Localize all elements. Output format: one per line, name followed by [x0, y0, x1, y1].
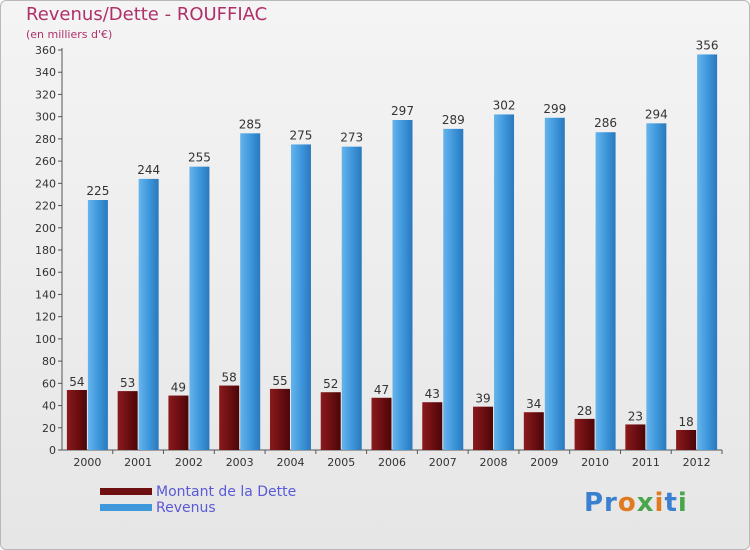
- data-label-revenus: 285: [239, 117, 262, 131]
- bar-dette: [574, 418, 595, 450]
- legend-label-dette: Montant de la Dette: [156, 484, 297, 500]
- y-tick-label: 280: [35, 133, 56, 146]
- y-tick-label: 80: [42, 355, 56, 368]
- bar-revenus: [392, 120, 413, 450]
- x-tick-label: 2004: [276, 456, 304, 469]
- x-tick-label: 2003: [226, 456, 254, 469]
- data-label-revenus: 244: [137, 163, 160, 177]
- x-tick-label: 2008: [480, 456, 508, 469]
- data-label-dette: 28: [577, 404, 592, 418]
- bar-revenus: [87, 200, 108, 450]
- y-tick-label: 180: [35, 244, 56, 257]
- data-label-dette: 55: [272, 374, 287, 388]
- data-label-dette: 23: [628, 409, 643, 423]
- data-label-dette: 43: [425, 387, 440, 401]
- x-tick-label: 2002: [175, 456, 203, 469]
- y-tick-label: 0: [49, 444, 56, 457]
- y-tick-label: 100: [35, 333, 56, 346]
- bar-dette: [219, 385, 240, 450]
- bar-revenus: [341, 146, 362, 450]
- bar-revenus: [189, 166, 210, 450]
- x-tick-label: 2005: [327, 456, 355, 469]
- bar-dette: [473, 406, 494, 450]
- data-label-dette: 18: [678, 415, 693, 429]
- data-label-dette: 49: [171, 381, 186, 395]
- x-tick-label: 2012: [683, 456, 711, 469]
- bar-revenus: [443, 128, 464, 450]
- y-tick-label: 260: [35, 155, 56, 168]
- data-label-dette: 34: [526, 397, 541, 411]
- y-tick-label: 200: [35, 222, 56, 235]
- data-label-dette: 53: [120, 376, 135, 390]
- chart-title: Revenus/Dette - ROUFFIAC: [26, 4, 268, 25]
- data-label-revenus: 273: [340, 131, 363, 145]
- data-label-revenus: 356: [696, 38, 719, 52]
- data-label-dette: 58: [222, 371, 237, 385]
- data-label-revenus: 255: [188, 151, 211, 165]
- data-label-dette: 47: [374, 383, 389, 397]
- bar-dette: [676, 430, 697, 450]
- bar-dette: [625, 424, 646, 450]
- data-label-revenus: 275: [290, 128, 313, 142]
- x-tick-label: 2011: [632, 456, 660, 469]
- x-tick-label: 2010: [581, 456, 609, 469]
- y-tick-label: 300: [35, 111, 56, 124]
- bar-revenus: [544, 117, 565, 451]
- data-label-revenus: 297: [391, 104, 414, 118]
- proxiti-logo: Proxiti: [584, 488, 688, 518]
- bar-dette: [66, 390, 87, 450]
- data-label-dette: 54: [69, 375, 84, 389]
- data-label-revenus: 299: [543, 102, 566, 116]
- data-label-revenus: 225: [86, 184, 109, 198]
- data-label-revenus: 286: [594, 116, 617, 130]
- x-tick-label: 2000: [73, 456, 101, 469]
- y-tick-label: 60: [42, 377, 56, 390]
- y-tick-label: 120: [35, 311, 56, 324]
- x-tick-label: 2009: [530, 456, 558, 469]
- y-tick-label: 240: [35, 177, 56, 190]
- data-label-dette: 52: [323, 377, 338, 391]
- y-tick-label: 320: [35, 88, 56, 101]
- bar-revenus: [697, 54, 718, 450]
- legend-label-revenus: Revenus: [156, 500, 216, 516]
- chart-subtitle: (en milliers d'€): [26, 28, 113, 41]
- bar-revenus: [646, 123, 667, 450]
- y-tick-label: 160: [35, 266, 56, 279]
- x-tick-label: 2006: [378, 456, 406, 469]
- bar-dette: [371, 397, 392, 450]
- bar-revenus: [494, 114, 515, 450]
- x-tick-label: 2007: [429, 456, 457, 469]
- bar-dette: [117, 391, 138, 450]
- data-label-dette: 39: [475, 392, 490, 406]
- legend-swatch-revenus: [100, 504, 152, 511]
- y-tick-label: 360: [35, 44, 56, 57]
- data-label-revenus: 302: [493, 98, 516, 112]
- bar-revenus: [595, 132, 616, 450]
- y-tick-label: 140: [35, 288, 56, 301]
- bar-revenus: [138, 178, 159, 450]
- data-label-revenus: 289: [442, 113, 465, 127]
- y-tick-label: 340: [35, 66, 56, 79]
- legend-swatch-dette: [100, 488, 152, 495]
- y-tick-label: 40: [42, 400, 56, 413]
- bar-revenus: [290, 144, 311, 450]
- y-tick-label: 20: [42, 422, 56, 435]
- data-label-revenus: 294: [645, 107, 668, 121]
- bar-dette: [320, 392, 341, 450]
- y-tick-label: 220: [35, 200, 56, 213]
- bar-revenus: [240, 133, 261, 451]
- bar-dette: [168, 395, 189, 450]
- bar-dette: [269, 388, 290, 450]
- bar-dette: [422, 402, 443, 450]
- x-tick-label: 2001: [124, 456, 152, 469]
- bar-dette: [523, 412, 544, 450]
